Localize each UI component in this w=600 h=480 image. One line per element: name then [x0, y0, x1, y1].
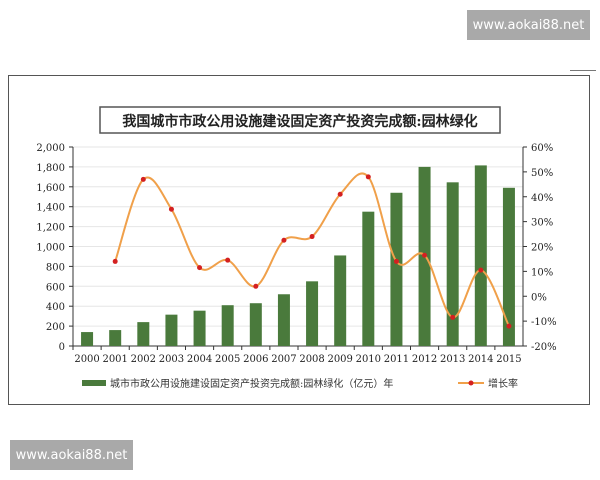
right-tick-label: 0% — [531, 292, 547, 303]
x-tick-label: 2013 — [440, 354, 465, 365]
left-tick-label: 2,000 — [36, 143, 65, 154]
right-tick-label: 30% — [531, 218, 553, 229]
growth-marker — [225, 257, 231, 263]
left-tick-label: 400 — [46, 302, 65, 313]
left-tick-label: 1,200 — [36, 223, 65, 234]
right-tick-label: -10% — [531, 317, 557, 328]
right-tick-label: -20% — [531, 342, 557, 353]
x-tick-label: 2009 — [327, 354, 352, 365]
growth-marker — [422, 252, 428, 258]
bar-2009 — [334, 255, 347, 346]
growth-marker — [168, 206, 174, 212]
chart-title: 我国城市市政公用设施建设固定资产投资完成额:园林绿化 — [122, 113, 477, 130]
growth-marker — [253, 283, 259, 289]
x-tick-label: 2002 — [131, 354, 156, 365]
right-tick-label: 50% — [531, 168, 553, 179]
bar-2008 — [306, 281, 319, 346]
left-tick-label: 600 — [46, 282, 65, 293]
left-tick-label: 1,800 — [36, 163, 65, 174]
growth-marker — [337, 191, 343, 197]
growth-marker — [309, 234, 315, 240]
x-tick-label: 2012 — [412, 354, 437, 365]
right-tick-label: 60% — [531, 143, 553, 154]
x-tick-label: 2001 — [102, 354, 127, 365]
left-tick-label: 0 — [59, 342, 65, 353]
growth-marker — [450, 314, 456, 320]
right-tick-label: 20% — [531, 243, 553, 254]
bar-2004 — [193, 310, 206, 346]
watermark: www.aokai88.net — [467, 10, 590, 40]
x-tick-label: 2004 — [187, 354, 212, 365]
growth-marker — [365, 174, 371, 180]
right-tick-label: 40% — [531, 193, 553, 204]
growth-marker — [393, 258, 399, 264]
x-tick-label: 2010 — [356, 354, 381, 365]
legend-bar-swatch — [82, 380, 106, 386]
chart-frame — [8, 75, 590, 405]
growth-marker — [140, 176, 146, 182]
left-tick-label: 1,400 — [36, 203, 65, 214]
decorative-line — [570, 70, 596, 71]
x-tick-label: 2005 — [215, 354, 240, 365]
bar-2003 — [165, 314, 178, 346]
right-tick-label: 10% — [531, 267, 553, 278]
growth-marker — [197, 265, 203, 271]
bar-2013 — [446, 182, 459, 346]
left-tick-label: 800 — [46, 262, 65, 273]
left-tick-label: 1,600 — [36, 183, 65, 194]
bar-2015 — [502, 187, 515, 346]
watermark: www.aokai88.net — [10, 440, 133, 470]
title-box — [99, 106, 501, 134]
bar-2000 — [81, 332, 94, 346]
left-tick-label: 200 — [46, 322, 65, 333]
x-tick-label: 2011 — [384, 354, 409, 365]
bar-2011 — [390, 192, 403, 346]
bar-2002 — [137, 322, 150, 346]
bar-2005 — [221, 305, 234, 346]
x-tick-label: 2007 — [271, 354, 296, 365]
legend-line-marker — [468, 380, 474, 386]
left-tick-label: 1,000 — [36, 243, 65, 254]
x-tick-label: 2003 — [159, 354, 184, 365]
x-tick-label: 2006 — [243, 354, 268, 365]
growth-marker — [478, 267, 484, 273]
growth-marker — [506, 323, 512, 329]
bar-2006 — [249, 303, 262, 346]
x-tick-label: 2014 — [468, 354, 493, 365]
legend-line-label: 增长率 — [488, 377, 518, 390]
bar-2007 — [277, 294, 290, 346]
growth-marker — [281, 237, 287, 243]
x-tick-label: 2015 — [496, 354, 521, 365]
bar-2014 — [474, 165, 487, 346]
x-tick-label: 2000 — [74, 354, 99, 365]
bar-2010 — [362, 211, 375, 346]
growth-marker — [112, 258, 118, 264]
x-tick-label: 2008 — [299, 354, 324, 365]
legend-bar-label: 城市市政公用设施建设固定资产投资完成额:园林绿化（亿元）年 — [110, 377, 393, 390]
bar-2001 — [109, 330, 122, 346]
